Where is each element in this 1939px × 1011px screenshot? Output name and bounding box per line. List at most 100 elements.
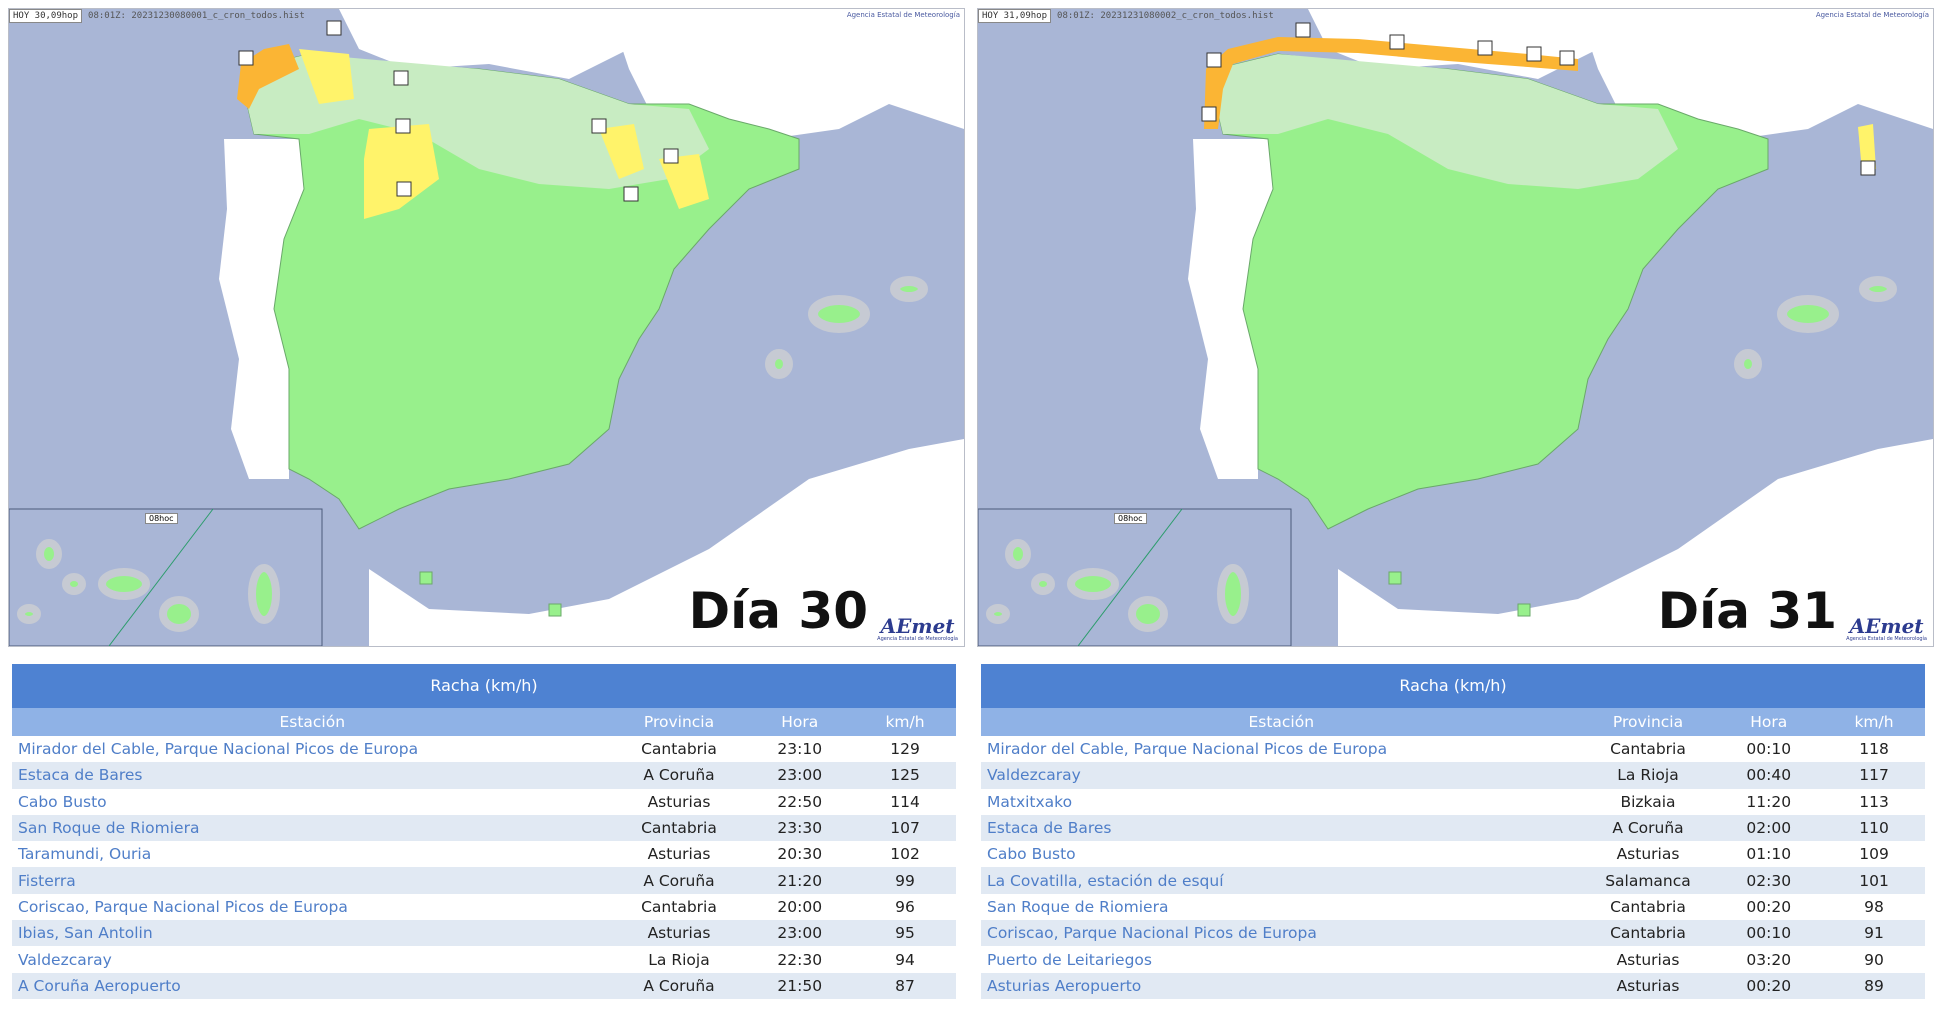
wind-warning-icon: [1526, 46, 1542, 62]
ibiza: [765, 349, 793, 379]
time-cell: 21:20: [745, 867, 855, 894]
time-cell: 23:00: [745, 920, 855, 947]
gust-value-cell: 91: [1823, 920, 1925, 947]
gust-table-day30: Racha (km/h) Estación Provincia Hora km/…: [12, 664, 956, 999]
station-link[interactable]: Estaca de Bares: [981, 814, 1582, 842]
gust-value-cell: 96: [854, 893, 956, 921]
ceuta: [1388, 571, 1402, 585]
time-cell: 22:30: [745, 946, 855, 973]
province-cell: La Rioja: [612, 946, 746, 973]
province-cell: Asturias: [1581, 972, 1715, 999]
map-caption: HOY 30,09hop: [9, 9, 83, 23]
col-station: Estación: [981, 708, 1582, 736]
gust-value-cell: 99: [854, 867, 956, 894]
wind-warning-icon: [1206, 52, 1222, 68]
gust-value-cell: 90: [1823, 946, 1925, 973]
day-label: Día 31: [1657, 582, 1837, 640]
canary-tenerife: [98, 568, 150, 600]
table-row: San Roque de Riomiera Cantabria 23:30 107: [12, 814, 956, 842]
station-link[interactable]: Cabo Busto: [12, 788, 613, 815]
aemet-logo: AEmet Agencia Estatal de Meteorología: [877, 616, 958, 642]
agency-credit: Agencia Estatal de Meteorología: [846, 11, 960, 19]
table-row: La Covatilla, estación de esquí Salamanca…: [981, 867, 1925, 894]
time-cell: 22:50: [745, 788, 855, 815]
wind-warning-icon: [1201, 106, 1217, 122]
time-cell: 01:10: [1714, 841, 1824, 868]
station-link[interactable]: Cabo Busto: [981, 841, 1582, 868]
col-time: Hora: [745, 708, 855, 736]
warning-map-day30: HOY 30,09hop 08:01Z: 20231230080001_c_cr…: [8, 8, 965, 647]
snow-warning-icon: [591, 118, 607, 134]
right-panel: HOY 31,09hop 08:01Z: 20231231080002_c_cr…: [969, 0, 1938, 1011]
melilla: [548, 603, 562, 617]
mallorca: [808, 295, 870, 333]
mallorca: [1777, 295, 1839, 333]
table-row: Coriscao, Parque Nacional Picos de Europ…: [12, 893, 956, 921]
col-time: Hora: [1714, 708, 1824, 736]
canary-fuerteventura: [1217, 564, 1249, 624]
station-link[interactable]: Matxitxako: [981, 788, 1582, 815]
map-caption: HOY 31,09hop: [978, 9, 1052, 23]
station-link[interactable]: Taramundi, Ouria: [12, 841, 613, 868]
province-cell: Asturias: [612, 920, 746, 947]
snow-warning-icon: [395, 118, 411, 134]
station-link[interactable]: San Roque de Riomiera: [12, 814, 613, 842]
time-cell: 20:00: [745, 893, 855, 921]
zone-north-coast-orange: [1204, 37, 1578, 129]
gust-value-cell: 95: [854, 920, 956, 947]
wind-warning-icon: [1477, 40, 1493, 56]
canary-grancanaria: [1128, 596, 1168, 632]
time-cell: 03:20: [1714, 946, 1824, 973]
station-link[interactable]: Mirador del Cable, Parque Nacional Picos…: [12, 736, 613, 763]
zone-rioja-yellow: [659, 154, 709, 209]
station-link[interactable]: Mirador del Cable, Parque Nacional Picos…: [981, 736, 1582, 763]
table-row: Cabo Busto Asturias 22:50 114: [12, 788, 956, 815]
canary-lapalma: [36, 539, 62, 569]
station-link[interactable]: San Roque de Riomiera: [981, 893, 1582, 921]
station-link[interactable]: A Coruña Aeropuerto: [12, 972, 613, 999]
time-cell: 00:10: [1714, 920, 1824, 947]
province-cell: Asturias: [612, 788, 746, 815]
station-link[interactable]: Coriscao, Parque Nacional Picos de Europ…: [981, 920, 1582, 947]
gust-value-cell: 125: [854, 762, 956, 789]
province-cell: Cantabria: [1581, 893, 1715, 921]
table-row: Mirador del Cable, Parque Nacional Picos…: [12, 736, 956, 763]
station-link[interactable]: Coriscao, Parque Nacional Picos de Europ…: [12, 893, 613, 921]
gust-value-cell: 113: [1823, 788, 1925, 815]
zone-burgos-yellow: [599, 124, 644, 179]
map-file: 08:01Z: 20231230080001_c_cron_todos.hist: [88, 11, 305, 21]
gust-value-cell: 98: [1823, 893, 1925, 921]
station-link[interactable]: Asturias Aeropuerto: [981, 972, 1582, 999]
gust-value-cell: 129: [854, 736, 956, 763]
col-kmh: km/h: [854, 708, 956, 736]
station-link[interactable]: Ibias, San Antolin: [12, 920, 613, 947]
menorca: [1859, 276, 1897, 302]
aemet-logo-text: AEmet: [1849, 614, 1924, 638]
station-link[interactable]: Estaca de Bares: [12, 762, 613, 789]
gust-value-cell: 89: [1823, 972, 1925, 999]
table-row: Cabo Busto Asturias 01:10 109: [981, 841, 1925, 868]
station-link[interactable]: Valdezcaray: [981, 762, 1582, 789]
zone-north-lightgreen: [1216, 54, 1678, 189]
station-link[interactable]: Valdezcaray: [12, 946, 613, 973]
wind-warning-icon: [1559, 50, 1575, 66]
province-cell: La Rioja: [1581, 762, 1715, 789]
province-cell: Cantabria: [1581, 920, 1715, 947]
gust-value-cell: 87: [854, 972, 956, 999]
left-panel: HOY 30,09hop 08:01Z: 20231230080001_c_cr…: [0, 0, 969, 1011]
time-cell: 23:00: [745, 762, 855, 789]
gust-value-cell: 118: [1823, 736, 1925, 763]
station-link[interactable]: Puerto de Leitariegos: [981, 946, 1582, 973]
province-cell: A Coruña: [612, 762, 746, 789]
station-link[interactable]: Fisterra: [12, 867, 613, 894]
col-kmh: km/h: [1823, 708, 1925, 736]
table-row: Taramundi, Ouria Asturias 20:30 102: [12, 841, 956, 868]
map-header: HOY 31,09hop 08:01Z: 20231231080002_c_cr…: [978, 9, 1274, 23]
gust-value-cell: 94: [854, 946, 956, 973]
station-link[interactable]: La Covatilla, estación de esquí: [981, 867, 1582, 894]
canary-divider: [1077, 508, 1183, 646]
time-cell: 23:30: [745, 814, 855, 842]
canary-time-label: 08hoc: [1114, 513, 1147, 524]
canary-time-label: 08hoc: [145, 513, 178, 524]
table-row: Coriscao, Parque Nacional Picos de Europ…: [981, 920, 1925, 947]
